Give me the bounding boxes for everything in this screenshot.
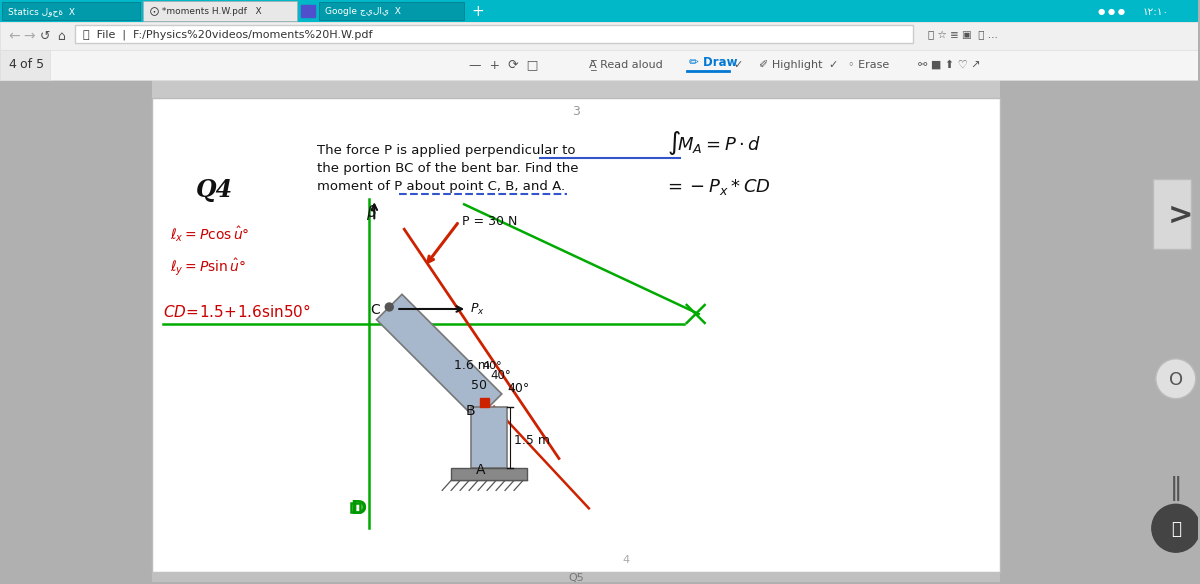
Circle shape: [1156, 359, 1195, 399]
Text: ←: ←: [8, 30, 19, 44]
Text: >: >: [1168, 201, 1193, 230]
Bar: [1153, 179, 1190, 249]
Bar: [0, 0, 1198, 22]
Text: ◦ Erase: ◦ Erase: [848, 60, 889, 69]
Text: $\ell_x = P\cos\hat{u}°$: $\ell_x = P\cos\hat{u}°$: [169, 224, 250, 244]
Polygon shape: [377, 294, 502, 419]
Text: ● ● ●: ● ● ●: [1098, 8, 1124, 16]
Bar: [319, 2, 464, 20]
Text: The force P is applied perpendicular to: The force P is applied perpendicular to: [318, 144, 576, 158]
Text: Ⓘ  File  |  F:/Physics%20videos/moments%20H.W.pdf: Ⓘ File | F:/Physics%20videos/moments%20H…: [83, 30, 372, 40]
Text: $= -P_x * CD$: $= -P_x * CD$: [664, 178, 770, 197]
Bar: [451, 468, 527, 481]
Text: P = 30 N: P = 30 N: [462, 215, 517, 228]
Text: 40°: 40°: [508, 382, 529, 395]
Bar: [0, 50, 50, 80]
Text: the portion BC of the bent bar. Find the: the portion BC of the bent bar. Find the: [318, 162, 578, 175]
Bar: [2, 2, 139, 20]
Bar: [0, 22, 1198, 52]
Text: ✓: ✓: [828, 60, 838, 69]
Bar: [151, 572, 1000, 582]
Text: →: →: [23, 30, 35, 44]
Text: —  +  ⟳  □: — + ⟳ □: [469, 58, 539, 71]
Text: 50: 50: [472, 378, 487, 392]
Bar: [301, 5, 316, 17]
Text: ⨀ *moments H.W.pdf   X: ⨀ *moments H.W.pdf X: [150, 8, 262, 16]
Text: 1.5 m: 1.5 m: [514, 433, 550, 447]
Bar: [352, 503, 360, 512]
Bar: [0, 22, 1198, 52]
Text: $\ell_y = P\sin\hat{u}°$: $\ell_y = P\sin\hat{u}°$: [169, 256, 246, 277]
Bar: [74, 25, 913, 43]
Text: 40°: 40°: [490, 369, 511, 382]
Text: of 5: of 5: [20, 58, 44, 71]
Text: C: C: [371, 303, 380, 317]
Text: A̲̅ Read aloud: A̲̅ Read aloud: [589, 60, 662, 70]
Text: 4: 4: [623, 555, 629, 565]
Text: ‖: ‖: [1170, 476, 1182, 501]
Text: B: B: [466, 404, 475, 418]
Text: $CD\!=\!1.5\!+\!1.6\sin\!50°$: $CD\!=\!1.5\!+\!1.6\sin\!50°$: [163, 303, 311, 320]
Text: +: +: [472, 5, 484, 19]
Text: D: D: [350, 499, 366, 519]
Text: ۱۲:۱۰: ۱۲:۱۰: [1142, 7, 1169, 17]
Text: 3: 3: [572, 105, 580, 118]
Text: 40°: 40°: [482, 361, 502, 371]
Polygon shape: [472, 406, 508, 468]
Text: ↺: ↺: [40, 30, 50, 43]
Text: 🎤: 🎤: [1171, 520, 1181, 538]
Text: $\beta$: $\beta$: [366, 203, 378, 223]
Text: ⌂: ⌂: [56, 30, 65, 43]
Bar: [480, 398, 490, 406]
Bar: [0, 50, 1198, 80]
Text: A: A: [476, 464, 486, 478]
Text: ✏ Draw: ✏ Draw: [689, 56, 737, 69]
Circle shape: [1152, 505, 1200, 552]
Text: ✐ Highlight: ✐ Highlight: [758, 60, 822, 70]
Bar: [151, 80, 1000, 98]
Text: ✓: ✓: [733, 60, 743, 69]
Text: moment of P about point C, B, and A.: moment of P about point C, B, and A.: [318, 180, 565, 193]
Text: ⌕ ☆ ≣ ▣  ⎈ ...: ⌕ ☆ ≣ ▣ ⎈ ...: [929, 30, 998, 40]
Text: Q4: Q4: [196, 178, 233, 202]
Text: Q5: Q5: [568, 573, 583, 583]
Text: 4: 4: [8, 58, 16, 71]
Bar: [143, 1, 298, 21]
Text: O: O: [1169, 371, 1183, 389]
Bar: [151, 98, 1000, 572]
Text: $\int\!M_A = P \cdot d$: $\int\!M_A = P \cdot d$: [667, 128, 761, 157]
Text: Statics لوحة  X: Statics لوحة X: [8, 8, 74, 16]
Bar: [0, 50, 1198, 80]
Text: $P_x$: $P_x$: [470, 301, 485, 317]
Circle shape: [385, 303, 394, 311]
Text: 1.6 m: 1.6 m: [454, 359, 490, 372]
Text: ⚯ ■ ⬆ ♡ ↗: ⚯ ■ ⬆ ♡ ↗: [918, 60, 980, 69]
Text: Google جيلاي  X: Google جيلاي X: [325, 8, 401, 16]
